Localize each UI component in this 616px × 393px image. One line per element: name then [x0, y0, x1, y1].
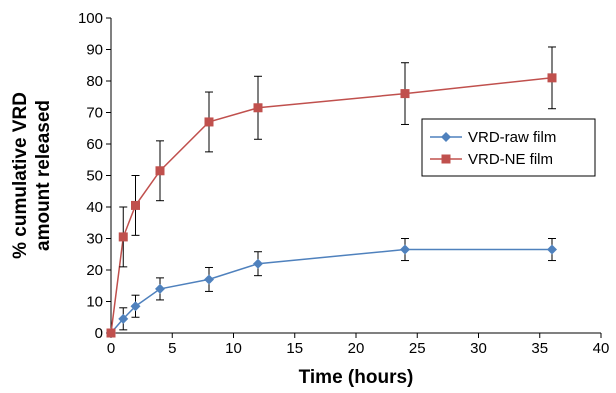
- data-point: [547, 244, 557, 255]
- data-point: [106, 328, 116, 338]
- data-point: [400, 244, 410, 255]
- legend: VRD-raw film VRD-NE film: [421, 118, 596, 177]
- legend-label: VRD-NE film: [468, 151, 553, 168]
- data-point: [155, 166, 165, 176]
- x-tick-label: 35: [531, 340, 548, 357]
- y-tick-label: 40: [86, 199, 103, 216]
- series-line: [110, 248, 552, 334]
- y-tick-label: 80: [86, 73, 103, 90]
- legend-marker: [441, 154, 451, 164]
- series-line: [110, 77, 553, 334]
- x-tick-label: 0: [107, 340, 115, 357]
- legend-box: [421, 118, 596, 177]
- data-point: [400, 89, 410, 99]
- x-tick-label: 40: [593, 340, 610, 357]
- x-tick-label: 10: [225, 340, 242, 357]
- y-tick-label: 90: [86, 42, 103, 59]
- data-point: [155, 283, 165, 294]
- legend-marker: [441, 132, 451, 142]
- x-tick-label: 5: [168, 340, 176, 357]
- y-tick-label: 50: [86, 168, 103, 185]
- y-tick-label: 60: [86, 136, 103, 153]
- x-tick-label: 20: [348, 340, 365, 357]
- y-tick-label: 0: [95, 325, 103, 342]
- data-point: [130, 301, 141, 312]
- series-layer: [106, 46, 557, 338]
- series-2: [106, 46, 557, 338]
- y-axis-title-line-1: % cumulative VRD: [10, 92, 31, 259]
- y-tick-label: 70: [86, 105, 103, 122]
- axes: 0 10 20 30 40 50 60 70 80 90 100 0 5 10 15 20 25 30 35 40: [78, 10, 609, 357]
- data-point: [253, 103, 263, 113]
- legend-label: VRD-raw film: [468, 129, 556, 146]
- y-tick-label: 20: [86, 262, 103, 279]
- x-axis-title: Time (hours): [299, 367, 414, 388]
- y-tick-label: 10: [86, 294, 103, 311]
- data-point: [118, 232, 128, 242]
- y-axis-title-line-2: amount released: [33, 100, 54, 251]
- y-tick-label: 100: [78, 10, 103, 27]
- x-tick-label: 25: [409, 340, 426, 357]
- data-point: [253, 258, 263, 269]
- data-point: [118, 313, 129, 324]
- data-point: [547, 73, 557, 83]
- data-point: [204, 117, 214, 127]
- x-tick-label: 30: [470, 340, 487, 357]
- y-tick-label: 30: [86, 231, 103, 248]
- data-point: [131, 200, 140, 210]
- data-point: [204, 274, 214, 285]
- x-tick-label: 15: [286, 340, 303, 357]
- series-1: [106, 238, 557, 338]
